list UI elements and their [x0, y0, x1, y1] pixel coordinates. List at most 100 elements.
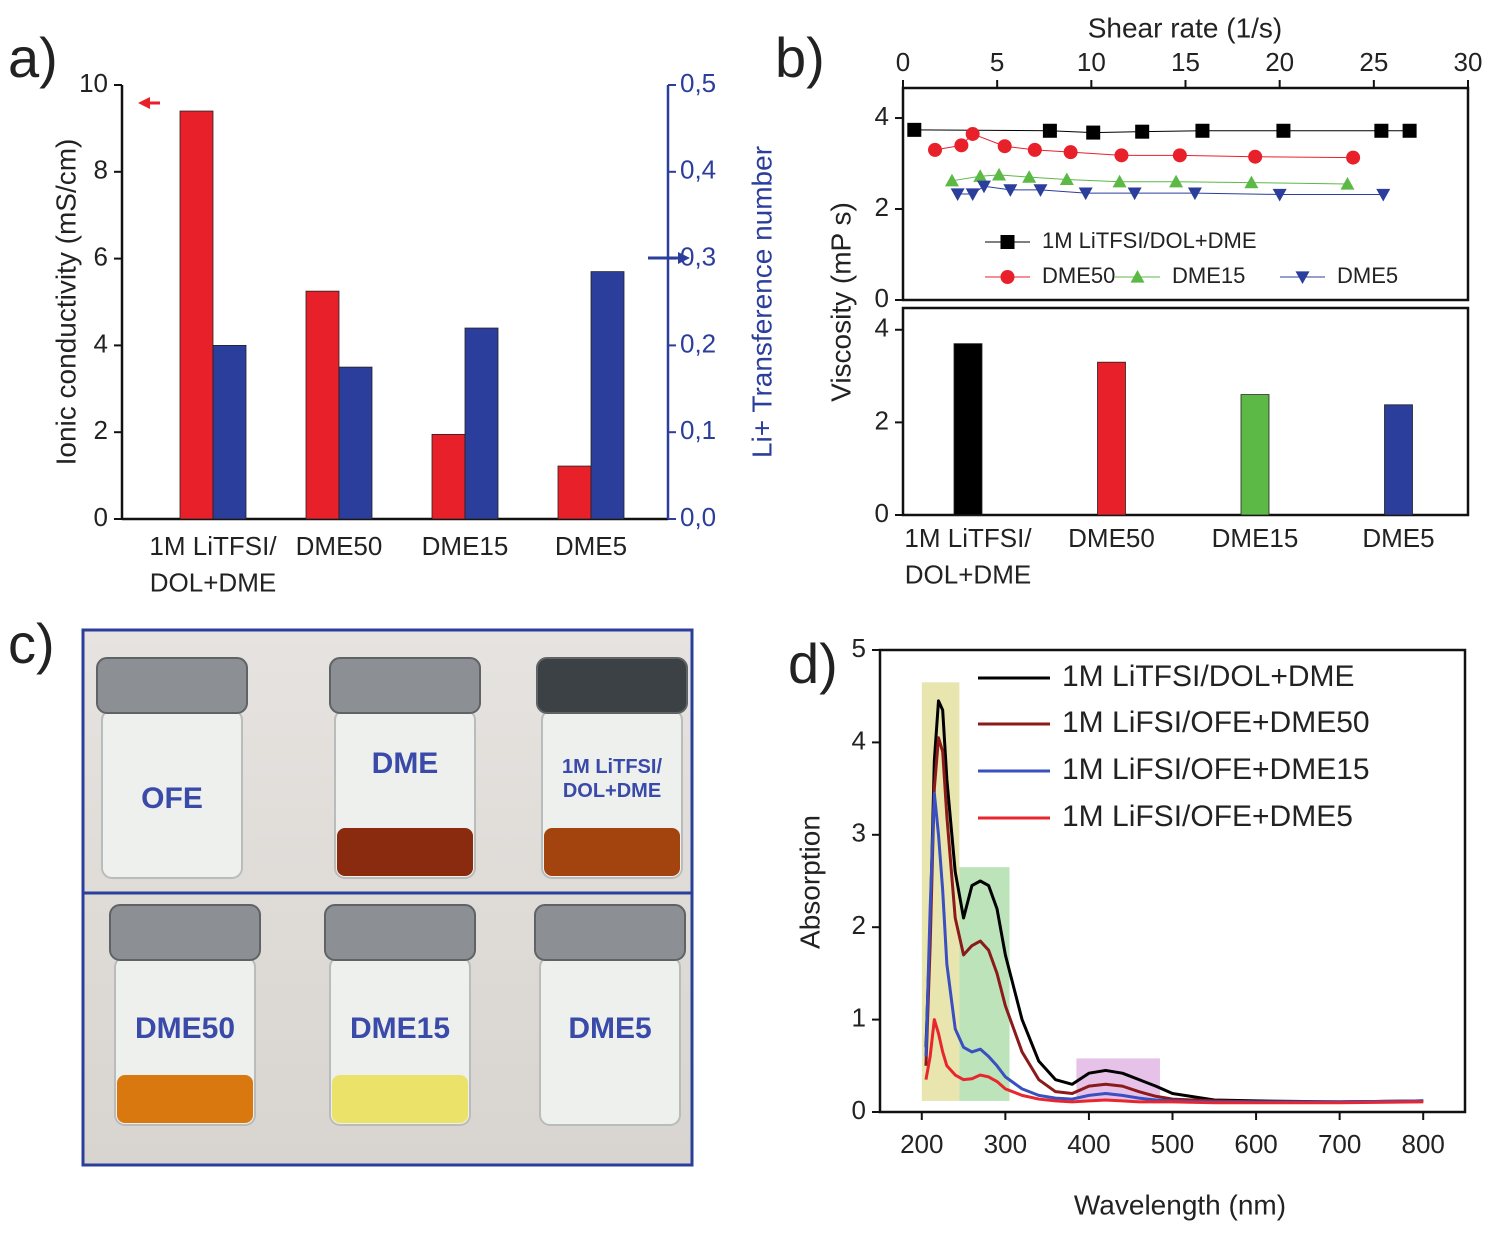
- marker: [1022, 170, 1037, 183]
- y-tick-label: 4: [875, 101, 889, 131]
- legend-label: 1M LiFSI/OFE+DME50: [1062, 706, 1370, 739]
- vial-liquid: [117, 1075, 253, 1123]
- panel-label: d): [788, 632, 838, 695]
- marker: [950, 188, 965, 201]
- marker: [1376, 188, 1391, 202]
- y-tick-label: 2: [852, 910, 866, 940]
- marker: [1000, 235, 1015, 249]
- marker: [1172, 148, 1187, 163]
- marker: [965, 126, 980, 141]
- y-tick-label: 2: [875, 192, 889, 222]
- marker: [1374, 123, 1389, 138]
- y-tick-label: 6: [94, 241, 108, 271]
- marker: [1063, 145, 1078, 160]
- vials: OFE DME 1M LiTFSI/DOL+DME DME50 DME15 DME5: [96, 657, 688, 1126]
- text-line: DOL+DME: [150, 567, 276, 597]
- panel-label: b): [775, 26, 825, 89]
- y2-tick-label: 0,0: [680, 502, 716, 532]
- vial-cap: [536, 657, 688, 714]
- arrow-head: [678, 252, 690, 264]
- x-tick-label: 0: [896, 47, 910, 77]
- bar: [1097, 361, 1126, 516]
- vial-cap: [109, 904, 261, 961]
- arrow-head: [138, 97, 150, 109]
- marker: [1295, 271, 1310, 284]
- legend-label: DME50: [1042, 263, 1115, 288]
- x-tick-label: 400: [1067, 1129, 1110, 1159]
- marker: [1112, 174, 1127, 188]
- bar: [464, 327, 499, 520]
- x-tick-label: 1M LiTFSI/DOL+DME: [904, 523, 1032, 589]
- x-tick-label: 5: [990, 47, 1004, 77]
- plot-frame: [901, 306, 1470, 517]
- series-line: [934, 133, 1354, 159]
- y-tick-label: 1: [852, 1002, 866, 1032]
- marker: [965, 188, 980, 201]
- bar: [212, 344, 247, 520]
- bar: [179, 110, 214, 520]
- vial-liquid: [337, 828, 473, 876]
- bar: [953, 343, 983, 516]
- bar: [1384, 404, 1413, 516]
- legend-label: DME15: [1172, 263, 1245, 288]
- x-axis-label: Shear rate (1/s): [1088, 12, 1283, 43]
- marker: [1402, 123, 1417, 138]
- x-tick-label: 300: [984, 1129, 1027, 1159]
- y-tick-label: 0: [852, 1095, 866, 1125]
- marker: [1042, 123, 1057, 138]
- text-line: DOL+DME: [905, 559, 1031, 589]
- text-line: DOL+DME: [563, 780, 661, 802]
- marker: [1195, 123, 1210, 138]
- vial-liquid: [332, 1075, 468, 1123]
- vial-label: 1M LiTFSI/DOL+DME: [562, 756, 662, 802]
- marker: [1272, 188, 1287, 202]
- marker: [997, 139, 1012, 154]
- y-tick-label: 5: [852, 633, 866, 663]
- bar: [1240, 394, 1270, 516]
- text-line: 1M LiTFSI/: [562, 756, 662, 778]
- x-tick-label: DME50: [1068, 523, 1155, 553]
- y-tick-label: 8: [94, 155, 108, 185]
- vial-label: DME5: [568, 1012, 651, 1045]
- marker: [1187, 187, 1202, 201]
- vial-label: DME: [372, 747, 439, 780]
- photo-frame: [81, 628, 694, 1167]
- marker: [1346, 150, 1361, 165]
- legend-label: DME5: [1337, 263, 1398, 288]
- marker: [954, 138, 969, 153]
- bar: [590, 271, 625, 520]
- marker: [1135, 124, 1150, 139]
- bar: [431, 433, 466, 520]
- y-tick-label: 0: [875, 498, 889, 528]
- vial-label: OFE: [141, 782, 203, 815]
- y-tick-label: 0: [94, 502, 108, 532]
- y2-tick-label: 0,2: [680, 328, 716, 358]
- vial-liquid: [544, 828, 680, 876]
- x-tick-label: DME50: [296, 531, 383, 561]
- series-line: [924, 736, 1424, 1104]
- y-axis-label: Viscosity (mP s): [825, 202, 856, 402]
- y-axis-label: Ionic conductivity (mS/cm): [50, 139, 81, 466]
- marker: [1244, 175, 1259, 189]
- marker: [1127, 187, 1142, 201]
- y-tick-label: 2: [94, 415, 108, 445]
- x-tick-label: DME15: [422, 531, 509, 561]
- marker: [907, 122, 922, 137]
- marker: [928, 142, 943, 157]
- series-line: [951, 174, 1348, 185]
- x-tick-label: DME5: [555, 531, 627, 561]
- vial-cap: [534, 904, 686, 961]
- marker: [1340, 176, 1355, 190]
- x-tick-label: 15: [1171, 47, 1200, 77]
- y2-tick-label: 0,1: [680, 415, 716, 445]
- panel-label: c): [8, 612, 55, 675]
- vial-label: DME15: [350, 1012, 450, 1045]
- y2-axis-label: Li+ Transference number: [746, 146, 777, 458]
- x-axis-label: Wavelength (nm): [1074, 1189, 1286, 1220]
- y-axis-label: Absorption: [794, 815, 825, 949]
- marker: [1027, 142, 1042, 157]
- marker: [1169, 174, 1184, 188]
- x-tick-label: 500: [1151, 1129, 1194, 1159]
- bar: [557, 465, 592, 520]
- y2-tick-label: 0,5: [680, 68, 716, 98]
